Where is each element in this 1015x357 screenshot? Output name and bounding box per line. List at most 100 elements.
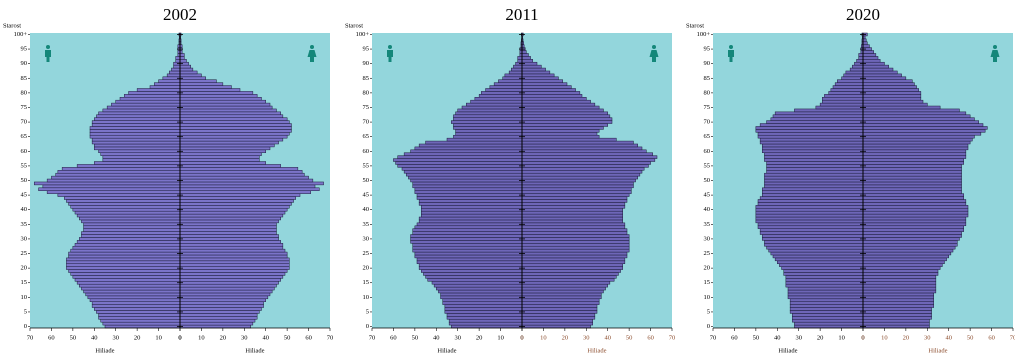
female-bar [521,318,593,323]
female-bar [521,137,617,142]
male-bar [444,310,523,314]
male-bar [412,243,523,247]
female-bar [521,64,542,69]
female-bar [521,152,653,156]
female-bar [862,225,964,229]
male-bar [759,231,864,235]
male-bar [766,167,864,171]
x-tick-label: 60 [305,334,312,341]
y-tick-label: 90 [21,60,28,67]
x-tick-label: 30 [924,334,931,341]
male-bar [425,140,523,145]
male-bar [423,272,523,276]
y-tick-label: 5 [24,308,27,315]
female-bar [521,240,630,244]
female-bar [179,64,191,69]
male-bar [102,155,181,159]
female-bar [862,140,971,145]
female-bar [521,149,647,154]
female-bar [862,134,975,139]
x-tick-label: 40 [433,334,440,341]
female-bar [521,164,649,168]
female-bar [862,88,919,92]
female-bar [179,149,266,154]
male-bar [755,129,864,133]
male-bar [792,318,864,323]
female-bar [179,313,258,317]
male-bar [66,260,181,264]
male-bar [759,196,864,200]
female-bar [179,281,279,285]
female-bar [862,254,949,259]
female-bar [862,304,934,308]
male-bar [158,79,181,83]
x-tick-label: 10 [881,334,888,341]
female-bar [521,260,626,264]
female-bar [521,316,596,320]
male-bar [759,137,864,142]
male-bar [764,181,864,186]
y-tick-label: 25 [363,250,370,257]
female-bar [179,202,292,206]
female-bar [179,248,286,253]
icon-body [45,50,51,62]
female-bar [862,73,902,78]
male-bar [408,175,523,180]
female-bar [862,275,937,279]
male-bar [410,240,523,244]
y-tick-label: 80 [704,89,711,96]
male-bar [828,91,864,95]
male-bar [843,73,864,78]
y-tick-label: 25 [21,250,28,257]
male-bar [481,91,523,95]
female-bar [862,187,962,191]
female-bar [521,105,600,110]
male-bar [46,178,181,183]
male-bar [83,222,181,227]
male-bar [66,266,181,270]
female-bar [862,146,969,151]
chart-title: 2002 [163,5,197,24]
female-bar [179,73,202,78]
female-bar [179,243,284,247]
x-tick-label: 70 [710,334,717,341]
female-bar [862,281,937,285]
female-bar [179,158,260,162]
female-bar [179,318,256,323]
female-bar [179,298,266,302]
male-icon [728,45,734,62]
male-bar [511,67,523,72]
y-tick-label: 85 [363,75,370,82]
y-tick-label: 35 [21,221,28,228]
female-bar [521,248,630,253]
female-bar [179,143,275,148]
male-bar [485,88,523,92]
female-icon [307,45,317,62]
female-bar [179,140,279,145]
male-bar [478,94,523,98]
female-bar [862,243,958,247]
female-bar [521,269,621,273]
female-bar [521,237,630,241]
female-bar [521,254,628,259]
y-tick-label: 65 [21,133,28,140]
female-bar [521,175,638,180]
y-tick-label: 20 [21,265,28,272]
male-bar [91,304,181,308]
x-tick-label: 30 [454,334,461,341]
male-bar [762,187,864,191]
female-bar [179,117,288,121]
female-bar [521,67,546,72]
female-bar [179,222,277,227]
male-bar [76,281,181,285]
female-bar [862,53,877,57]
male-bar [412,245,523,250]
male-bar [70,248,181,253]
female-bar [862,97,922,101]
female-bar [179,283,277,288]
y-tick-label: 20 [363,265,370,272]
male-bar [72,275,181,279]
female-bar [521,304,598,308]
male-bar [455,129,523,133]
male-bar [68,269,181,273]
